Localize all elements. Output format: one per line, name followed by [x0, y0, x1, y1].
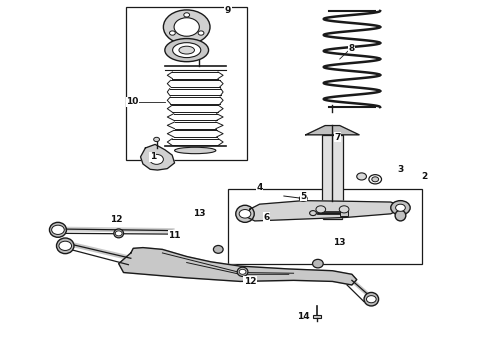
Text: 12: 12: [110, 215, 122, 224]
Circle shape: [115, 231, 122, 236]
Bar: [322, 135, 343, 201]
Circle shape: [184, 13, 190, 17]
Text: 1: 1: [149, 152, 156, 161]
Circle shape: [299, 195, 307, 201]
Bar: [228, 189, 422, 264]
Circle shape: [163, 10, 210, 44]
Text: 4: 4: [256, 183, 263, 192]
Circle shape: [369, 175, 382, 184]
Circle shape: [198, 31, 204, 35]
Bar: [126, 8, 247, 161]
Ellipse shape: [114, 229, 123, 238]
Circle shape: [339, 206, 349, 213]
Circle shape: [372, 177, 379, 182]
Polygon shape: [119, 248, 357, 285]
Ellipse shape: [364, 292, 379, 306]
Circle shape: [239, 210, 251, 218]
Text: 14: 14: [297, 312, 310, 321]
Circle shape: [51, 225, 64, 234]
Polygon shape: [247, 201, 400, 221]
Ellipse shape: [174, 147, 216, 154]
Circle shape: [395, 204, 405, 211]
Text: 7: 7: [334, 133, 341, 142]
Circle shape: [239, 269, 246, 274]
Ellipse shape: [237, 267, 248, 276]
Ellipse shape: [49, 222, 67, 237]
Text: 8: 8: [349, 44, 355, 53]
Polygon shape: [141, 144, 174, 170]
Text: 13: 13: [334, 238, 346, 247]
Ellipse shape: [172, 42, 201, 58]
Circle shape: [59, 241, 72, 251]
Text: 6: 6: [264, 213, 270, 222]
Ellipse shape: [395, 210, 406, 221]
Text: 9: 9: [225, 6, 231, 15]
Bar: [323, 203, 342, 219]
Ellipse shape: [179, 46, 195, 54]
Text: 3: 3: [397, 165, 404, 174]
Circle shape: [357, 173, 367, 180]
Text: 10: 10: [126, 97, 139, 106]
Text: 5: 5: [300, 192, 306, 201]
Circle shape: [150, 154, 163, 165]
Polygon shape: [306, 126, 359, 135]
Text: 2: 2: [421, 172, 428, 181]
Ellipse shape: [56, 238, 74, 254]
Text: 13: 13: [193, 209, 205, 218]
Ellipse shape: [236, 205, 254, 222]
Bar: [340, 211, 348, 216]
Circle shape: [391, 201, 410, 215]
Circle shape: [174, 18, 199, 36]
Circle shape: [367, 296, 376, 303]
Ellipse shape: [313, 259, 323, 268]
Text: 11: 11: [168, 231, 181, 240]
Ellipse shape: [165, 39, 209, 62]
Circle shape: [310, 211, 317, 216]
Text: 12: 12: [244, 277, 256, 286]
Circle shape: [154, 137, 159, 141]
Ellipse shape: [214, 246, 223, 253]
Bar: [313, 315, 321, 318]
Circle shape: [170, 31, 175, 35]
Circle shape: [316, 206, 326, 213]
